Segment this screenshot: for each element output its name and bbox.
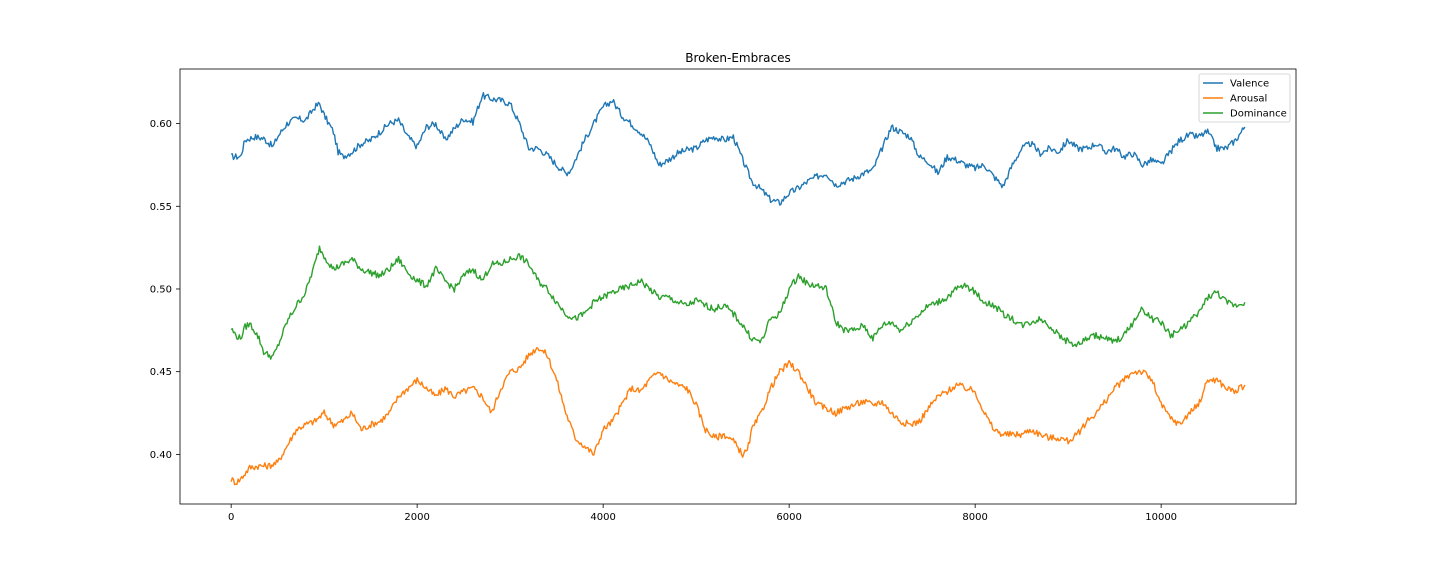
- y-tick-label: 0.60: [150, 119, 172, 130]
- y-tick-label: 0.45: [150, 367, 172, 378]
- y-tick-label: 0.55: [150, 202, 172, 213]
- x-tick-label: 8000: [962, 512, 987, 523]
- legend-label-dominance: Dominance: [1230, 109, 1287, 120]
- legend-label-arousal: Arousal: [1230, 94, 1267, 105]
- x-tick-label: 6000: [776, 512, 801, 523]
- x-axis: 0 2000 4000 6000 8000 10000: [228, 504, 1177, 523]
- series-layer: [230, 91, 1246, 486]
- legend-label-valence: Valence: [1230, 79, 1269, 90]
- chart-title: Broken-Embraces: [685, 51, 791, 65]
- plot-area: [179, 68, 1297, 505]
- legend: Valence Arousal Dominance: [1198, 73, 1291, 123]
- x-tick-label: 10000: [1145, 512, 1177, 523]
- y-tick-label: 0.50: [150, 284, 172, 295]
- series-line-valence: [231, 91, 1246, 206]
- x-tick-label: 4000: [590, 512, 615, 523]
- y-axis: 0.40 0.45 0.50 0.55 0.60: [150, 119, 180, 461]
- plot-frame: [179, 68, 1297, 505]
- x-tick-label: 2000: [404, 512, 429, 523]
- x-tick-label: 0: [228, 512, 234, 523]
- series-line-dominance: [230, 245, 1246, 360]
- series-line-arousal: [230, 346, 1246, 486]
- legend-box: [1198, 73, 1291, 123]
- y-tick-label: 0.40: [150, 450, 172, 461]
